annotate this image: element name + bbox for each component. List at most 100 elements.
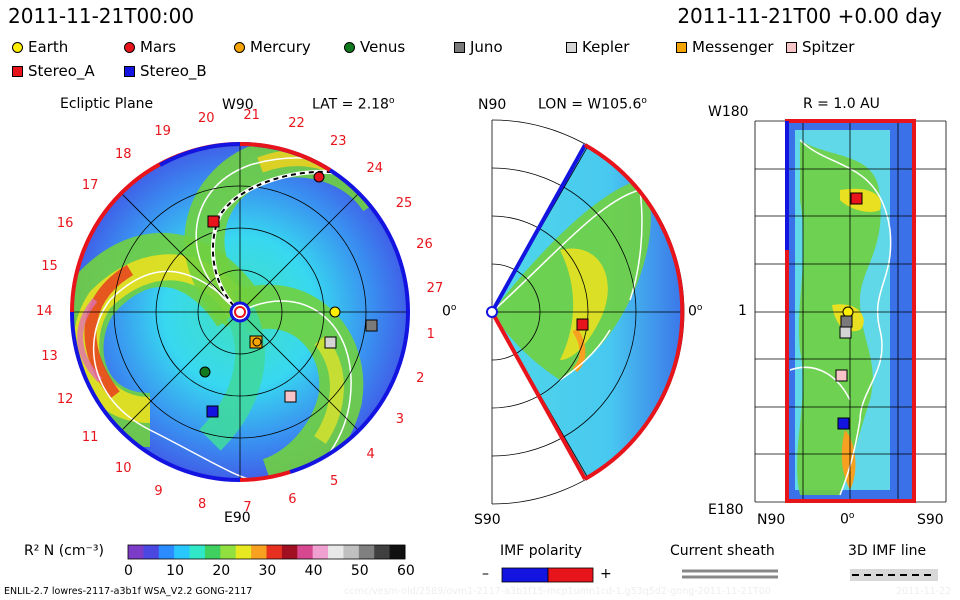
datetime-right: 2011-11-21T00 +0.00 day bbox=[677, 4, 942, 28]
imf-positive-swatch bbox=[547, 567, 594, 583]
imf-negative-swatch bbox=[501, 567, 549, 583]
stereo-b-marker-icon bbox=[124, 65, 135, 77]
carrington-number-label: 12 bbox=[56, 391, 74, 407]
colorbar-tick-label: 50 bbox=[350, 563, 369, 579]
legend-item-stereo-a: Stereo_A bbox=[12, 62, 95, 80]
carrington-number-label: 11 bbox=[81, 429, 99, 445]
ecliptic-plane-panel bbox=[70, 141, 410, 482]
ecliptic-lat-label: LAT = 2.18o bbox=[312, 96, 395, 113]
colorbar-segment bbox=[389, 545, 406, 559]
carrington-number-label: 19 bbox=[154, 124, 171, 140]
carrington-number-label: 21 bbox=[243, 108, 260, 124]
stereo-b-marker bbox=[206, 405, 219, 418]
colorbar-segment bbox=[143, 545, 160, 559]
footer-run-info: ENLIL-2.7 lowres-2117-a3b1f WSA_V2.2 GON… bbox=[4, 586, 253, 597]
radial-surface-panel bbox=[754, 119, 947, 503]
colorbar-segment bbox=[204, 545, 221, 559]
radial-bottom-label: E180 bbox=[708, 502, 744, 518]
ecliptic-top-label: W90 bbox=[222, 97, 254, 113]
legend-item-venus: Venus bbox=[344, 38, 405, 56]
colorbar-segment bbox=[297, 545, 314, 559]
legend-item-messenger: Messenger bbox=[676, 38, 773, 56]
carrington-number-label: 4 bbox=[366, 446, 375, 462]
juno-radial-marker bbox=[840, 315, 853, 328]
spitzer-marker bbox=[284, 390, 297, 403]
mars-marker bbox=[313, 171, 325, 183]
radial-bottom-right: S90 bbox=[917, 512, 944, 528]
colorbar-segment bbox=[312, 545, 329, 559]
legend-item-mercury: Mercury bbox=[234, 38, 311, 56]
carrington-number-label: 7 bbox=[243, 499, 252, 515]
meridional-bottom-label: S90 bbox=[474, 512, 501, 528]
carrington-number-label: 8 bbox=[197, 497, 207, 513]
carrington-number-label: 16 bbox=[56, 216, 74, 232]
colorbar-segment bbox=[189, 545, 206, 559]
earth-marker-icon bbox=[12, 41, 23, 53]
imf-polarity-title: IMF polarity bbox=[500, 543, 583, 559]
ecliptic-title: Ecliptic Plane bbox=[60, 96, 154, 112]
colorbar-tick-label: 40 bbox=[304, 563, 323, 579]
colorbar-tick-label: 0 bbox=[124, 563, 133, 579]
carrington-number-label: 5 bbox=[330, 473, 339, 489]
carrington-number-label: 9 bbox=[154, 483, 163, 499]
legend-item-mars: Mars bbox=[124, 38, 176, 56]
colorbar-segment bbox=[266, 545, 283, 559]
carrington-number-label: 14 bbox=[36, 304, 53, 319]
colorbar-label: R² N (cm⁻³) bbox=[24, 543, 104, 559]
spitzer-marker-icon bbox=[786, 41, 797, 53]
colorbar-segment bbox=[374, 545, 391, 559]
legend-item-kepler: Kepler bbox=[566, 38, 629, 56]
venus-marker-icon bbox=[344, 41, 355, 53]
stereo-a-marker bbox=[207, 215, 220, 228]
stereo-a-meridional-marker bbox=[576, 318, 589, 331]
meridional-lon-label: LON = W105.6o bbox=[538, 96, 647, 113]
radial-r-label: R = 1.0 AU bbox=[803, 96, 880, 112]
colorbar-tick-label: 10 bbox=[166, 563, 184, 579]
colorbar-segment bbox=[128, 545, 144, 559]
current-sheath-title: Current sheath bbox=[670, 543, 775, 559]
carrington-number-label: 18 bbox=[114, 146, 132, 162]
carrington-number-label: 26 bbox=[416, 236, 433, 252]
colorbar-segment bbox=[174, 545, 191, 559]
kepler-radial-marker bbox=[839, 326, 852, 339]
colorbar-segment bbox=[328, 545, 344, 559]
colorbar-segment bbox=[158, 545, 175, 559]
colorbar-tick-label: 30 bbox=[258, 563, 277, 579]
density-colorbar bbox=[128, 545, 406, 559]
footer-run-path: ccmc/vesm-old/2589/ovm1-2117-a3b1f15-mcp… bbox=[344, 586, 771, 597]
radial-mid-label: 1 bbox=[738, 303, 747, 319]
mercury-marker bbox=[252, 337, 262, 347]
legend-item-juno: Juno bbox=[454, 38, 503, 56]
earth-marker bbox=[329, 306, 341, 318]
carrington-number-label: 1 bbox=[426, 326, 435, 342]
mercury-marker-icon bbox=[234, 41, 245, 53]
colorbar-segment bbox=[343, 545, 360, 559]
footer-date: 2011-11-22 bbox=[896, 586, 952, 597]
juno-marker bbox=[365, 319, 378, 332]
meridional-top-label: N90 bbox=[478, 97, 507, 113]
colorbar-tick-label: 20 bbox=[212, 563, 231, 579]
colorbar-segment bbox=[281, 545, 298, 559]
colorbar-segment bbox=[251, 545, 267, 559]
kepler-marker bbox=[324, 336, 337, 349]
colorbar-segment bbox=[358, 545, 375, 559]
colorbar-tick-label: 60 bbox=[397, 563, 415, 579]
mars-marker-icon bbox=[124, 41, 135, 53]
carrington-number-label: 25 bbox=[395, 196, 413, 212]
stereo-a-radial-marker bbox=[850, 192, 863, 205]
stereo-b-radial-marker bbox=[837, 417, 850, 430]
kepler-marker-icon bbox=[566, 41, 577, 53]
carrington-number-label: 17 bbox=[81, 178, 99, 193]
legend-item-stereo-b: Stereo_B bbox=[124, 62, 207, 80]
carrington-number-label: 2 bbox=[416, 371, 425, 387]
ecliptic-right-label: 0o bbox=[442, 303, 457, 320]
juno-marker-icon bbox=[454, 41, 465, 53]
carrington-number-label: 22 bbox=[288, 116, 305, 132]
legend-item-earth: Earth bbox=[12, 38, 68, 56]
carrington-number-label: 10 bbox=[114, 461, 132, 477]
stereo-a-marker-icon bbox=[12, 65, 23, 77]
carrington-number-label: 3 bbox=[395, 411, 405, 427]
venus-marker bbox=[199, 366, 211, 378]
carrington-number-label: 20 bbox=[197, 110, 215, 126]
imf-minus-label: – bbox=[482, 566, 489, 582]
